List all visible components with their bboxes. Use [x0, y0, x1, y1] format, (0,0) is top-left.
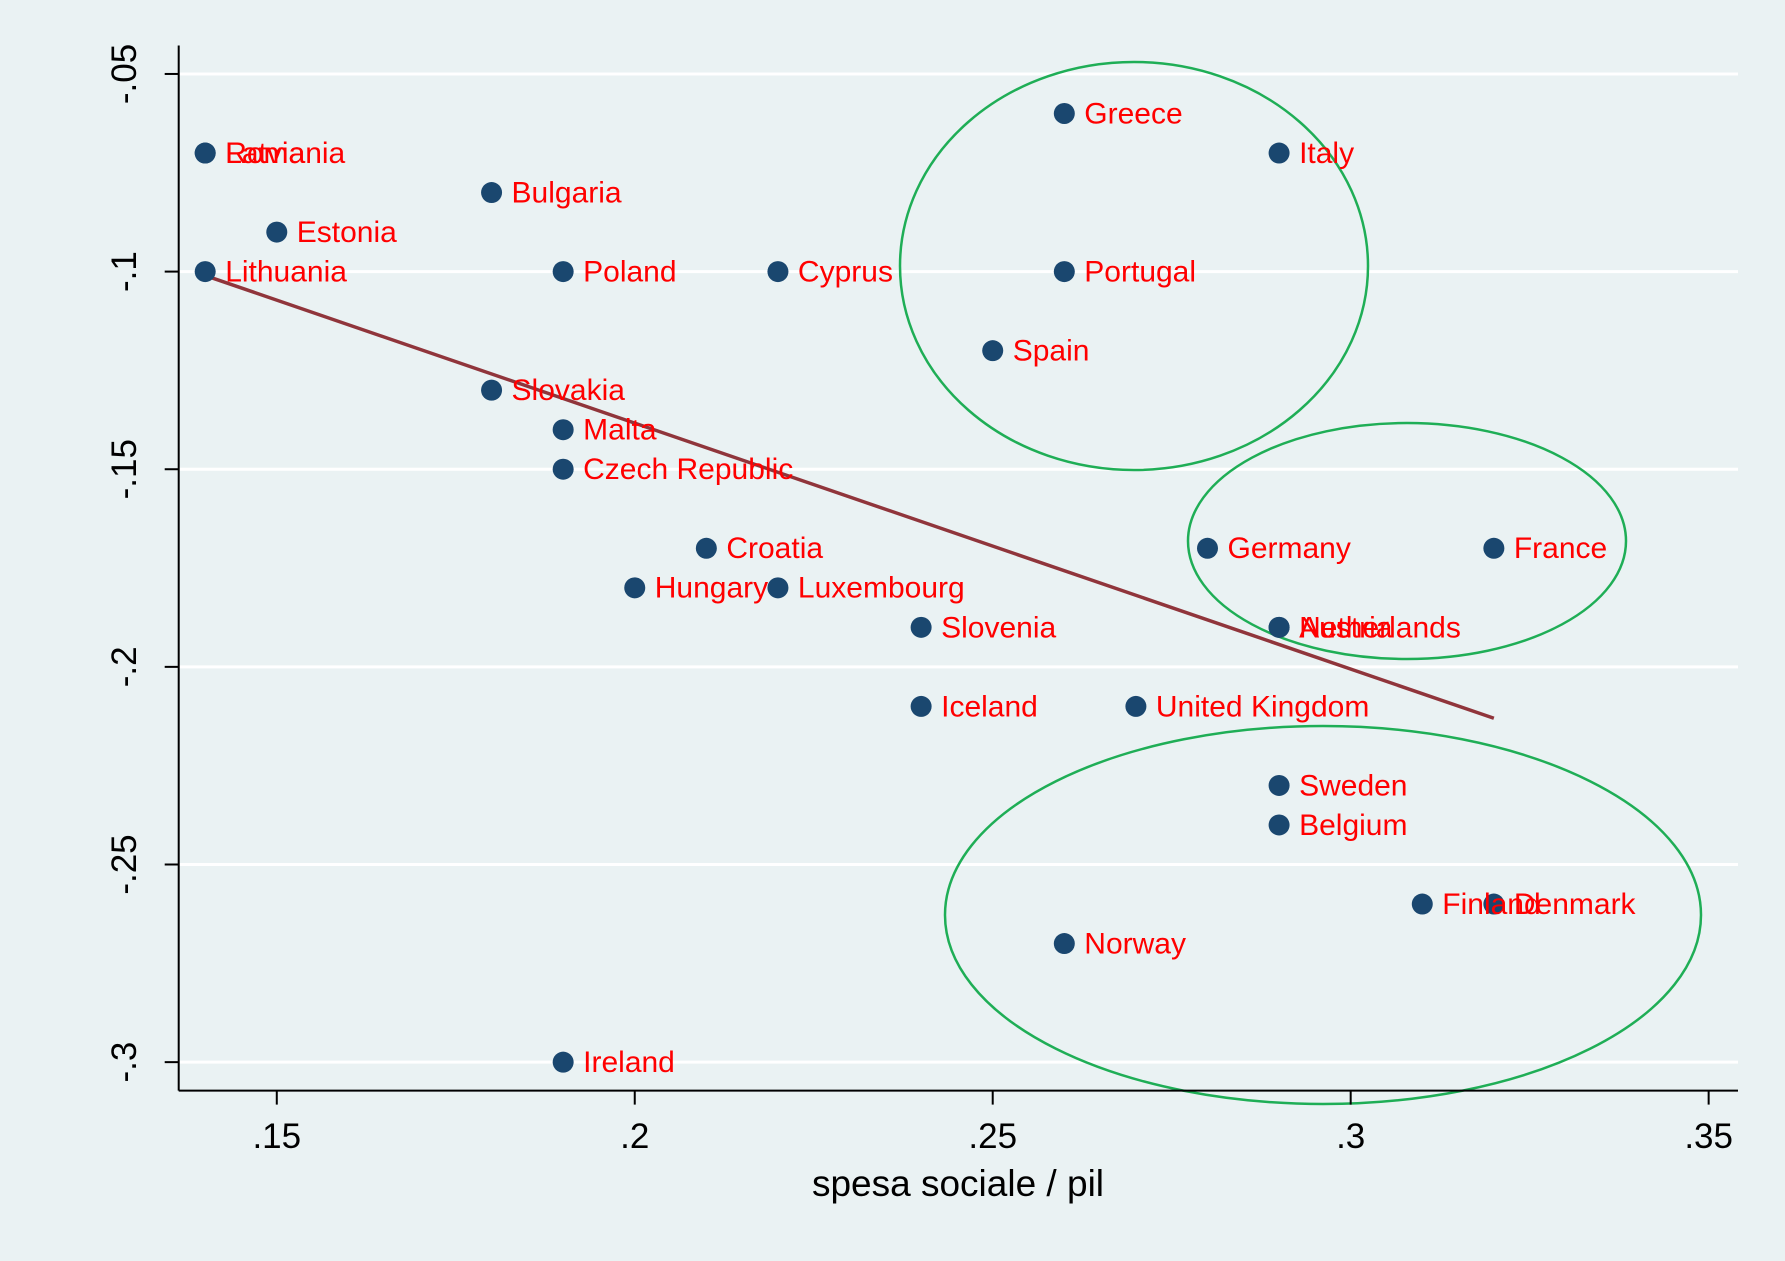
- point-label: Slovakia: [512, 374, 626, 407]
- point-label: Germany: [1227, 532, 1350, 565]
- y-tick-label: -.2: [105, 646, 144, 687]
- point: [982, 340, 1004, 362]
- point-label: Croatia: [726, 532, 823, 565]
- x-tick-label: .25: [968, 1117, 1017, 1156]
- point-label: Ireland: [583, 1046, 675, 1079]
- x-tick-label: .2: [620, 1117, 649, 1156]
- point: [194, 261, 216, 283]
- point-label: Malta: [583, 414, 657, 447]
- point: [1483, 537, 1505, 559]
- point-label: Austria: [1299, 611, 1393, 644]
- point-label: Estonia: [297, 216, 397, 249]
- point-label: France: [1514, 532, 1607, 565]
- point-label: Luxembourg: [798, 572, 965, 605]
- point: [481, 182, 503, 204]
- point: [1268, 616, 1290, 638]
- point: [552, 1051, 574, 1073]
- ellipse: [1186, 421, 1628, 661]
- point-label: Cyprus: [798, 256, 893, 289]
- y-tick-label: -.1: [105, 251, 144, 292]
- point-label: Belgium: [1299, 809, 1407, 842]
- point: [266, 221, 288, 243]
- point-label: Bulgaria: [512, 176, 622, 209]
- point-label: Romania: [225, 137, 345, 170]
- point: [552, 458, 574, 480]
- point: [552, 419, 574, 441]
- point: [552, 261, 574, 283]
- y-tick-label: -.3: [105, 1042, 144, 1083]
- x-tick-label: .15: [252, 1117, 301, 1156]
- x-axis-title: spesa sociale / pil: [812, 1163, 1104, 1204]
- point: [1125, 695, 1147, 717]
- point-label: Denmark: [1514, 888, 1637, 921]
- point: [481, 379, 503, 401]
- point-label: Portugal: [1084, 256, 1196, 289]
- point: [1196, 537, 1218, 559]
- axes: -.05 -.1 -.15 -.2 -.25 -.3 .15 .2 .25 .3 .35: [105, 44, 1738, 1156]
- point: [1053, 933, 1075, 955]
- point: [1053, 102, 1075, 124]
- point: [1411, 893, 1433, 915]
- ellipse: [898, 60, 1370, 472]
- y-tick-label: -.15: [105, 439, 144, 499]
- fit-line: [204, 273, 1495, 720]
- point-label: Lithuania: [225, 256, 347, 289]
- point-label: Sweden: [1299, 769, 1407, 802]
- point-label: Latvia: [225, 137, 305, 170]
- point: [194, 142, 216, 164]
- point-label: United Kingdom: [1156, 690, 1369, 723]
- y-tick-label: -.25: [105, 834, 144, 894]
- point: [1483, 893, 1505, 915]
- point-label: Netherlands: [1299, 611, 1461, 644]
- point: [1268, 142, 1290, 164]
- point: [695, 537, 717, 559]
- point: [1268, 814, 1290, 836]
- point: [910, 695, 932, 717]
- x-tick-label: .35: [1684, 1117, 1733, 1156]
- point-label: Finland: [1442, 888, 1540, 921]
- point: [910, 616, 932, 638]
- point-label: Hungary: [655, 572, 768, 605]
- fit-layer: [204, 273, 1495, 720]
- point-label: Iceland: [941, 690, 1038, 723]
- point: [624, 577, 646, 599]
- point: [767, 577, 789, 599]
- point-label: Czech Republic: [583, 453, 793, 486]
- point: [767, 261, 789, 283]
- point: [1053, 261, 1075, 283]
- ellipse: [943, 724, 1703, 1106]
- point-label: Norway: [1084, 927, 1186, 960]
- point-label: Italy: [1299, 137, 1354, 170]
- point-label: Spain: [1013, 335, 1090, 368]
- point-label: Greece: [1084, 97, 1182, 130]
- point: [1268, 774, 1290, 796]
- y-tick-label: -.05: [105, 44, 144, 104]
- annotation-ellipses: [898, 60, 1703, 1106]
- point-label: Slovenia: [941, 611, 1056, 644]
- point-label: Poland: [583, 256, 676, 289]
- x-tick-label: .3: [1336, 1117, 1365, 1156]
